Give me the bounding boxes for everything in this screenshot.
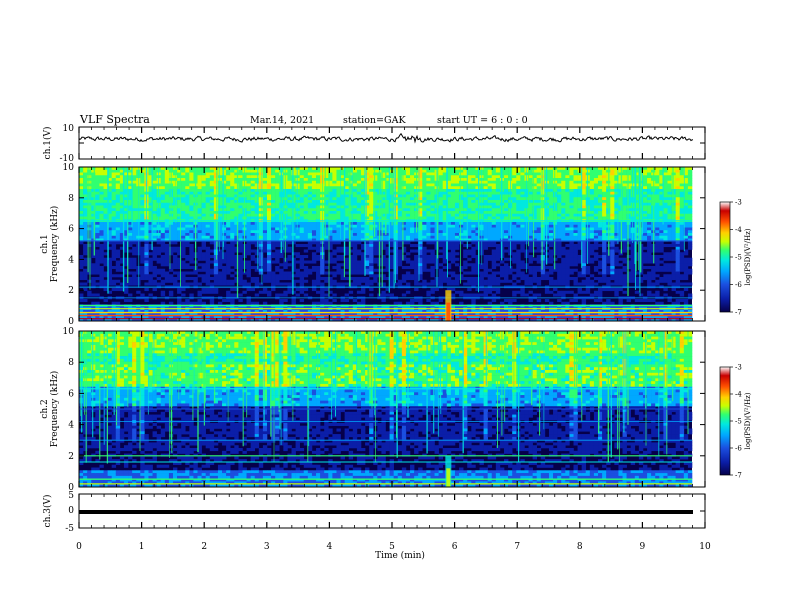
x-tick-label: 3 — [264, 542, 270, 552]
ch1-spectrogram-ylabel-frequency: Frequency (kHz) — [49, 206, 60, 283]
start-time-label: start UT = 6 : 0 : 0 — [437, 115, 528, 126]
x-tick-label: 7 — [514, 542, 520, 552]
ch3-waveform-ylabel: ch.3(V) — [42, 495, 53, 528]
x-tick-label: 0 — [76, 542, 82, 552]
freq-tick-label: 8 — [68, 194, 74, 204]
ch3-waveform-panel: 5 0 -5 ch.3(V) — [42, 491, 706, 534]
freq-tick-label: 2 — [68, 286, 74, 296]
colorbar-ch2: -3 -4 -5 -6 -7 log(PSD)(V²/Hz) — [719, 364, 752, 480]
station-label: station=GAK — [343, 115, 406, 126]
freq-tick-label: 6 — [68, 225, 74, 235]
date-label: Mar.14, 2021 — [250, 115, 314, 126]
x-tick-label: 9 — [640, 542, 646, 552]
x-axis-tick-labels: 0 1 2 3 4 5 6 7 8 9 10 — [76, 542, 711, 552]
ch1-spectrogram-image — [79, 167, 693, 322]
x-tick-label: 4 — [327, 542, 333, 552]
x-tick-label: 5 — [389, 542, 395, 552]
colorbar-tick-label: -7 — [735, 472, 742, 480]
ch3-ytick-5: 5 — [68, 491, 74, 501]
colorbar-tick-label: -4 — [735, 226, 742, 234]
x-tick-label: 2 — [201, 542, 207, 552]
colorbar-tick-label: -7 — [735, 309, 742, 317]
freq-tick-label: 4 — [68, 421, 74, 431]
colorbar-ch1: -3 -4 -5 -6 -7 log(PSD)(V²/Hz) — [719, 199, 752, 317]
x-axis-label: Time (min) — [375, 550, 425, 561]
freq-tick-label: 10 — [63, 327, 75, 337]
ch2-spectrogram-image — [79, 331, 693, 488]
freq-tick-label: 4 — [68, 255, 74, 265]
ch1-waveform-panel: 10 -10 ch.1(V) — [42, 124, 706, 164]
ch2-spectrogram-ylabel-frequency: Frequency (kHz) — [49, 371, 60, 448]
ch3-ytick-neg5: -5 — [65, 524, 74, 534]
freq-tick-label: 0 — [68, 483, 74, 493]
colorbar-tick-label: -3 — [735, 364, 742, 372]
ch1-spectrogram-ylabel-channel: ch.1 — [40, 234, 50, 253]
freq-tick-label: 6 — [68, 389, 74, 399]
ch3-ytick-0: 0 — [68, 506, 74, 516]
colorbar-tick-label: -4 — [735, 391, 742, 399]
colorbar-tick-label: -5 — [735, 254, 742, 262]
colorbar-tick-label: -3 — [735, 199, 742, 207]
ch1-waveform-ylabel: ch.1(V) — [42, 127, 53, 160]
freq-tick-label: 8 — [68, 358, 74, 368]
x-tick-label: 1 — [139, 542, 145, 552]
x-tick-label: 10 — [699, 542, 711, 552]
ch3-waveform-line — [79, 510, 693, 514]
ch2-spectrogram-ylabel-channel: ch.2 — [40, 399, 50, 418]
ch2-spectrogram-panel: 0 2 4 6 8 10 ch.2 Frequency (kHz) — [40, 327, 706, 493]
colorbar-tick-label: -6 — [735, 281, 742, 289]
freq-tick-label: 2 — [68, 452, 74, 462]
x-tick-label: 6 — [452, 542, 458, 552]
figure-title: VLF Spectra — [79, 113, 150, 126]
colorbar-tick-label: -6 — [735, 445, 742, 453]
colorbar-ch2-label: log(PSD)(V²/Hz) — [744, 392, 752, 449]
colorbar-ch1-label: log(PSD)(V²/Hz) — [744, 228, 752, 285]
freq-tick-label: 10 — [63, 163, 75, 173]
ch1-waveform-line — [78, 132, 694, 144]
freq-tick-label: 0 — [68, 317, 74, 327]
x-tick-label: 8 — [577, 542, 583, 552]
ch1-ytick-neg10: -10 — [60, 154, 75, 164]
ch1-ytick-10: 10 — [63, 124, 75, 134]
colorbar-tick-label: -5 — [735, 418, 742, 426]
ch1-spectrogram-panel: 0 2 4 6 8 10 ch.1 Frequency (kHz) — [40, 163, 706, 327]
